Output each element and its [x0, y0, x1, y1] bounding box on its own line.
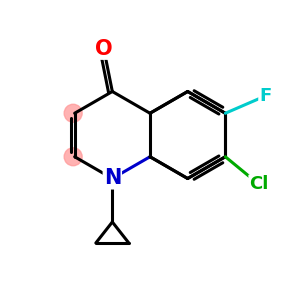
- Text: F: F: [259, 87, 272, 105]
- Text: Cl: Cl: [249, 176, 268, 194]
- Circle shape: [64, 148, 82, 166]
- Text: N: N: [103, 169, 121, 188]
- Text: O: O: [95, 39, 112, 59]
- Circle shape: [64, 104, 82, 122]
